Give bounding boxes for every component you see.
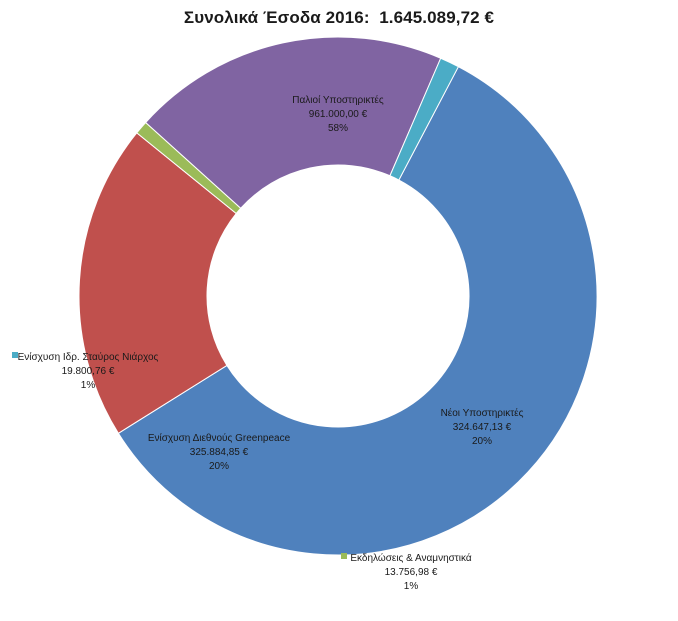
slice-3-percent-label: 1% bbox=[404, 581, 419, 592]
slice-4 bbox=[144, 36, 442, 209]
slice-3-name-label: Εκδηλώσεις & Αναμνηστικά bbox=[350, 552, 471, 564]
slice-5-name-label: Ενίσχυση Ιδρ. Σταύρος Νιάρχος bbox=[18, 351, 159, 363]
slice-1-name-label: Παλιοί Υποστηρικτές bbox=[292, 94, 384, 106]
slice-5 bbox=[389, 57, 460, 181]
slice-2-name-label: Νέοι Υποστηρικτές bbox=[441, 407, 524, 419]
slice-1-value-label: 961.000,00 € bbox=[309, 109, 368, 120]
slice-4-name-label: Ενίσχυση Διεθνούς Greenpeace bbox=[148, 432, 291, 444]
slice-2-value-label: 324.647,13 € bbox=[453, 422, 512, 433]
slice-5-value-label: 19.800,76 € bbox=[62, 366, 115, 377]
slice-4-value-label: 325.884,85 € bbox=[190, 447, 249, 458]
labels-layer: Παλιοί Υποστηρικτές 961.000,00 € 58% Νέοι Υ… bbox=[12, 94, 524, 592]
slice-4-percent-label: 20% bbox=[209, 461, 229, 472]
slice-5-percent-label: 1% bbox=[81, 380, 96, 391]
slice-3-value-label: 13.756,98 € bbox=[385, 567, 438, 578]
slice-2-percent-label: 20% bbox=[472, 436, 492, 447]
slices-layer bbox=[78, 36, 598, 556]
slice-2 bbox=[78, 132, 237, 434]
slice-1-percent-label: 58% bbox=[328, 123, 348, 134]
slice-3-legend-key bbox=[341, 553, 347, 559]
slice-5-legend-key bbox=[12, 352, 18, 358]
chart-title: Συνολικά Έσοδα 2016: 1.645.089,72 € bbox=[183, 8, 495, 27]
slice-1 bbox=[117, 66, 598, 556]
